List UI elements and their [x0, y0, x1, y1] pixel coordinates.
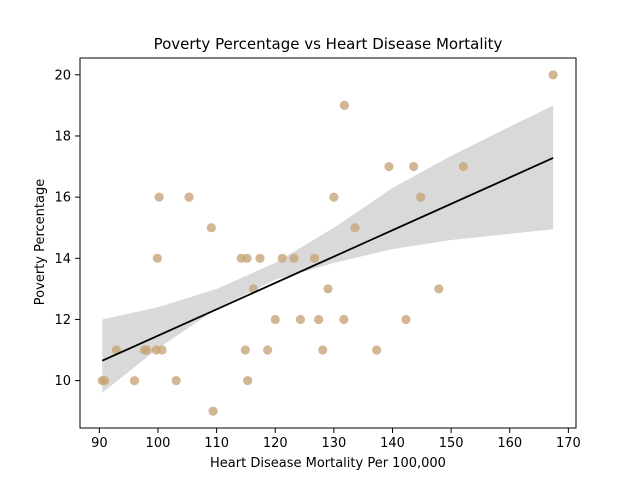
- data-point: [289, 253, 299, 263]
- regression-line: [101, 157, 554, 362]
- data-point: [240, 345, 250, 355]
- chart-title: Poverty Percentage vs Heart Disease Mort…: [154, 35, 503, 53]
- data-point: [323, 284, 333, 294]
- y-tick-label: 18: [54, 129, 71, 144]
- data-point: [350, 223, 360, 233]
- y-tick-label: 16: [54, 191, 71, 206]
- x-tick-label: 90: [91, 436, 108, 451]
- data-point: [263, 345, 273, 355]
- confidence-band-layer: [102, 105, 554, 393]
- data-point: [171, 376, 181, 386]
- data-point: [295, 314, 306, 325]
- data-point: [416, 192, 426, 202]
- data-point: [184, 192, 194, 202]
- data-point: [242, 253, 252, 263]
- x-tick-label: 110: [204, 436, 229, 451]
- data-point: [372, 345, 382, 355]
- y-tick-label: 12: [54, 313, 71, 328]
- x-tick-label: 140: [380, 436, 405, 451]
- data-point: [157, 345, 167, 355]
- data-point: [434, 284, 444, 294]
- x-tick-label: 150: [439, 436, 464, 451]
- data-point: [318, 345, 328, 355]
- x-axis-title: Heart Disease Mortality Per 100,000: [210, 456, 446, 471]
- x-tick-label: 160: [497, 436, 522, 451]
- data-point: [154, 192, 164, 202]
- data-point: [401, 314, 411, 325]
- y-tick-label: 20: [54, 68, 71, 83]
- data-point: [208, 406, 218, 416]
- data-points: [97, 70, 558, 416]
- x-tick-label: 170: [556, 436, 581, 451]
- x-axis-ticks: 90 100 110 120 130 140 150 160 170: [91, 428, 581, 451]
- data-point: [206, 223, 216, 233]
- data-point: [243, 376, 253, 386]
- data-point: [409, 161, 419, 172]
- data-point: [100, 376, 110, 386]
- data-point: [339, 100, 350, 110]
- data-point: [329, 192, 339, 202]
- data-point: [142, 345, 152, 355]
- y-tick-label: 14: [54, 252, 71, 267]
- data-point: [255, 253, 265, 263]
- confidence-band: [102, 105, 554, 393]
- data-point: [384, 161, 394, 172]
- x-tick-label: 130: [321, 436, 346, 451]
- regression-line-layer: [101, 157, 554, 362]
- data-point: [458, 161, 469, 172]
- y-axis-title: Poverty Percentage: [33, 179, 48, 305]
- data-point: [129, 376, 140, 386]
- x-tick-label: 120: [263, 436, 288, 451]
- data-point: [111, 345, 121, 355]
- x-tick-label: 100: [146, 436, 171, 451]
- data-point: [152, 253, 162, 263]
- data-point: [548, 70, 558, 80]
- data-point: [314, 314, 324, 325]
- y-tick-label: 10: [54, 374, 71, 389]
- data-point: [277, 253, 287, 263]
- data-point: [339, 314, 349, 325]
- plot-frame: [79, 57, 577, 429]
- data-point: [309, 253, 320, 263]
- data-point: [270, 314, 280, 325]
- y-axis-ticks: 10 12 14 16 18 20: [54, 68, 80, 389]
